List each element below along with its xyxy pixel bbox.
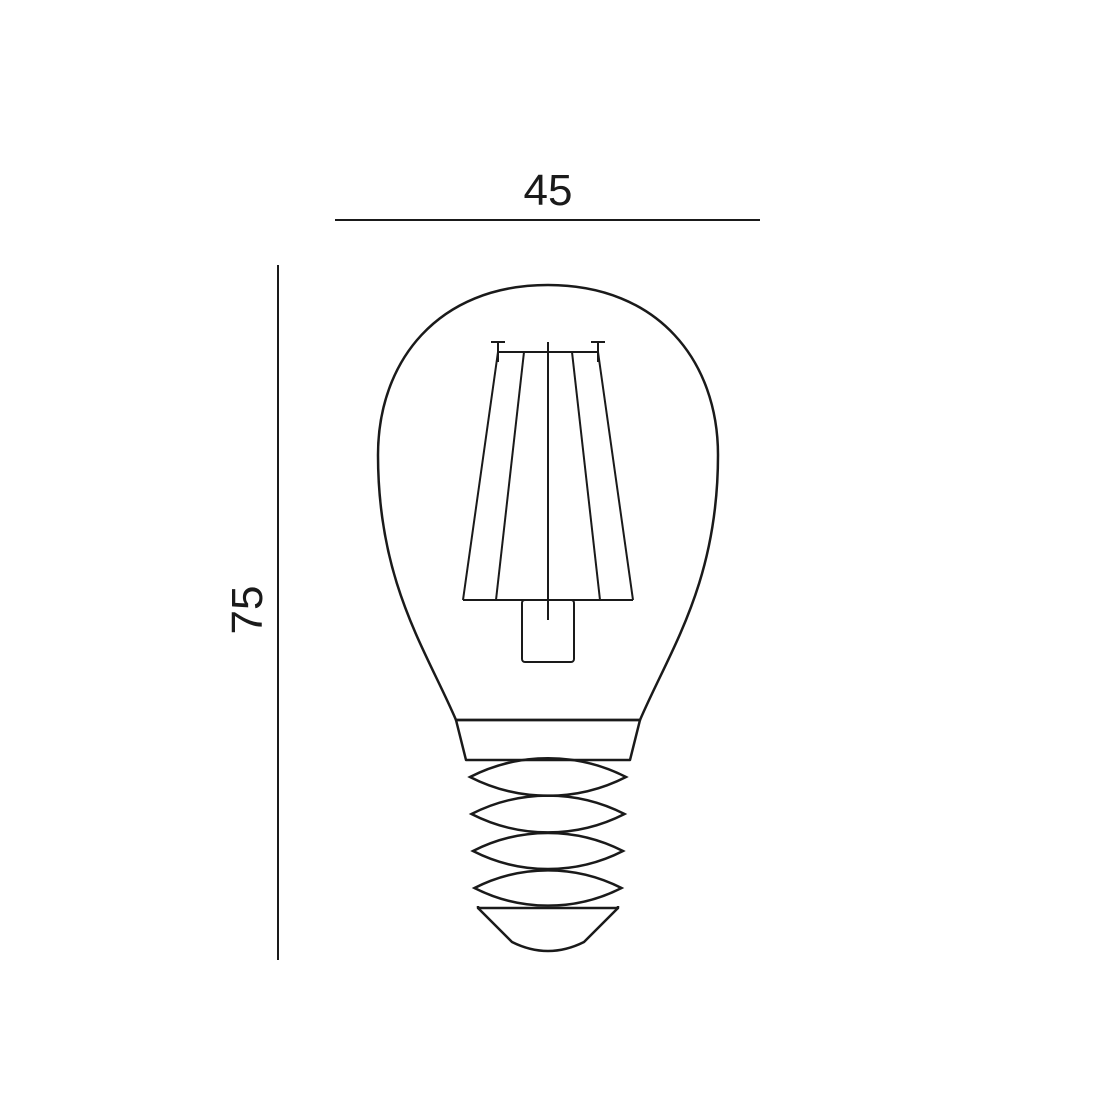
dimension-label-width: 45 xyxy=(524,166,573,215)
filament-wire xyxy=(463,352,498,600)
screw-base xyxy=(456,720,640,951)
screw-contact-tip xyxy=(478,908,618,951)
screw-thread xyxy=(473,833,623,869)
filament-wire xyxy=(572,352,600,600)
screw-collar xyxy=(456,720,640,760)
screw-thread xyxy=(475,870,622,905)
filament-assembly xyxy=(463,342,633,662)
screw-thread xyxy=(470,758,626,796)
dimension-label-height: 75 xyxy=(223,586,272,635)
filament-wire xyxy=(598,352,633,600)
filament-wire xyxy=(496,352,524,600)
screw-thread xyxy=(472,796,625,833)
